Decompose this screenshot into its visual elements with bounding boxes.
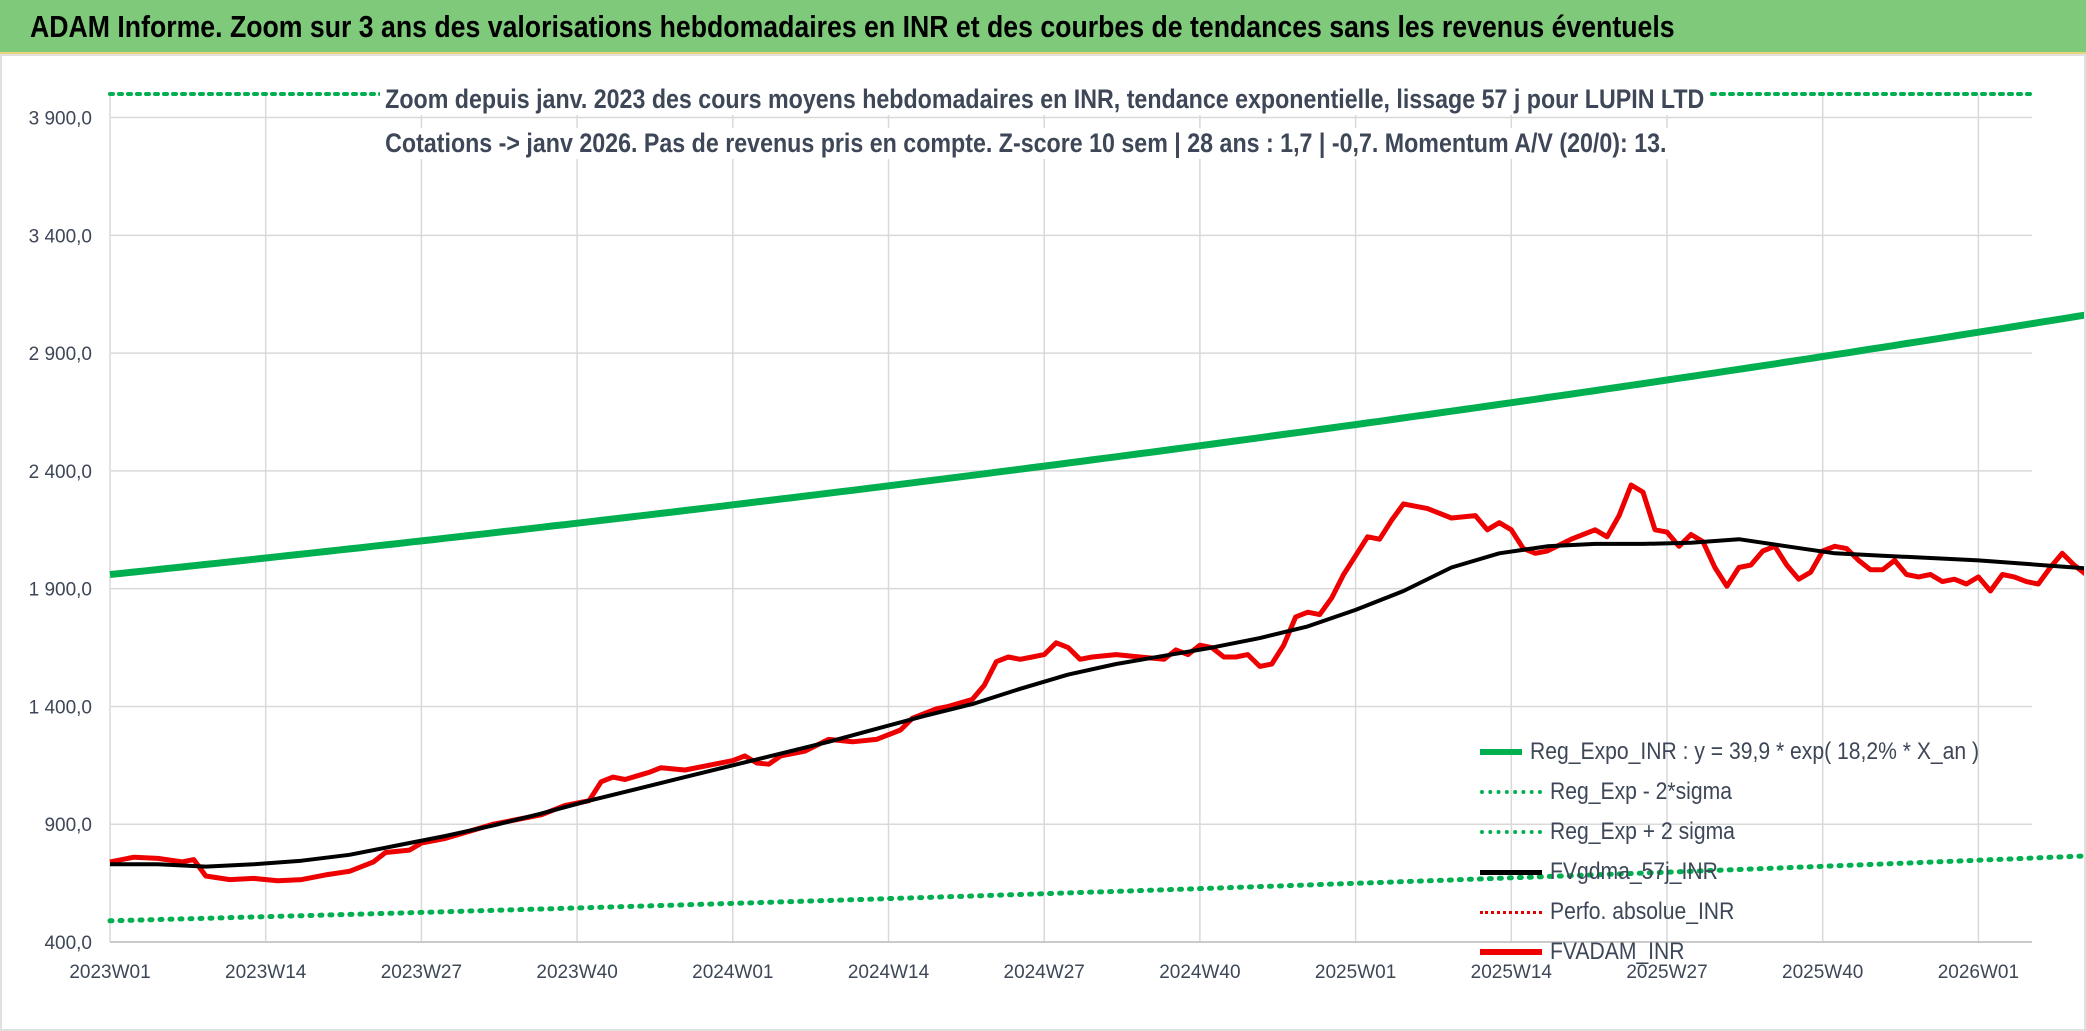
legend-item-reg-expo: Reg_Expo_INR : y = 39,9 * exp( 18,2% * X… (1480, 732, 2040, 772)
title-banner: ADAM Informe. Zoom sur 3 ans des valoris… (0, 0, 2086, 54)
y-tick-label: 2 900,0 (29, 344, 92, 365)
y-tick-label: 400,0 (44, 933, 92, 954)
series-fvgdma (110, 537, 2084, 869)
legend-item-reg-minus: Reg_Exp - 2*sigma (1480, 772, 2040, 812)
x-tick-label: 2025W01 (1315, 962, 1396, 983)
legend-swatch-perfo (1480, 910, 1542, 914)
y-tick-label: 3 400,0 (29, 226, 92, 247)
x-tick-label: 2023W14 (225, 962, 307, 983)
y-tick-label: 1 400,0 (29, 697, 92, 718)
legend-swatch-fvgdma (1480, 869, 1542, 875)
x-tick-label: 2023W01 (69, 962, 150, 983)
x-tick-label: 2023W27 (381, 962, 462, 983)
legend-swatch-reg-expo (1480, 749, 1522, 755)
x-tick-label: 2024W01 (692, 962, 773, 983)
chart-subtitle-line1: Zoom depuis janv. 2023 des cours moyens … (380, 84, 1710, 115)
chart-legend: Reg_Expo_INR : y = 39,9 * exp( 18,2% * X… (1480, 732, 2040, 972)
legend-label-fvgdma: FVgdma_57j_INR (1550, 858, 1718, 885)
legend-label-reg-expo: Reg_Expo_INR : y = 39,9 * exp( 18,2% * X… (1529, 738, 1979, 765)
series-reg-expo (109, 311, 2084, 578)
x-tick-label: 2025W40 (1782, 962, 1863, 983)
chart-subtitle-line2: Cotations -> janv 2026. Pas de revenus p… (380, 128, 1672, 159)
legend-item-fvgdma: FVgdma_57j_INR (1480, 852, 2040, 892)
legend-swatch-fvadam (1480, 949, 1542, 955)
x-tick-label: 2023W40 (536, 962, 617, 983)
x-tick-label: 2026W01 (1938, 962, 2019, 983)
legend-item-fvadam: FVADAM_INR (1480, 932, 2040, 972)
series-fvadam (109, 482, 2084, 884)
legend-swatch-reg-minus (1480, 790, 1542, 794)
legend-label-fvadam: FVADAM_INR (1550, 938, 1685, 965)
y-tick-label: 900,0 (44, 815, 92, 836)
y-tick-label: 2 400,0 (29, 462, 92, 483)
legend-label-reg-plus: Reg_Exp + 2 sigma (1550, 818, 1735, 845)
x-tick-label: 2025W14 (1471, 962, 1553, 983)
legend-label-perfo: Perfo. absolue_INR (1550, 898, 1735, 925)
legend-label-reg-minus: Reg_Exp - 2*sigma (1550, 778, 1732, 805)
report-title: ADAM Informe. Zoom sur 3 ans des valoris… (30, 9, 1675, 44)
x-tick-label: 2025W27 (1626, 962, 1707, 983)
legend-item-perfo: Perfo. absolue_INR (1480, 892, 2040, 932)
x-tick-label: 2024W14 (848, 962, 930, 983)
legend-item-reg-plus: Reg_Exp + 2 sigma (1480, 812, 2040, 852)
x-tick-label: 2024W40 (1159, 962, 1240, 983)
line-chart: 3 900,0 3 400,0 2 900,0 2 400,0 1 900,0 1 400… (29, 92, 2084, 983)
chart-area: 3 900,0 3 400,0 2 900,0 2 400,0 1 900,0 1 400… (0, 54, 2086, 1031)
y-tick-label: 1 900,0 (29, 580, 92, 601)
y-tick-label: 3 900,0 (29, 109, 92, 130)
legend-swatch-reg-plus (1480, 830, 1542, 834)
x-tick-label: 2024W27 (1004, 962, 1085, 983)
